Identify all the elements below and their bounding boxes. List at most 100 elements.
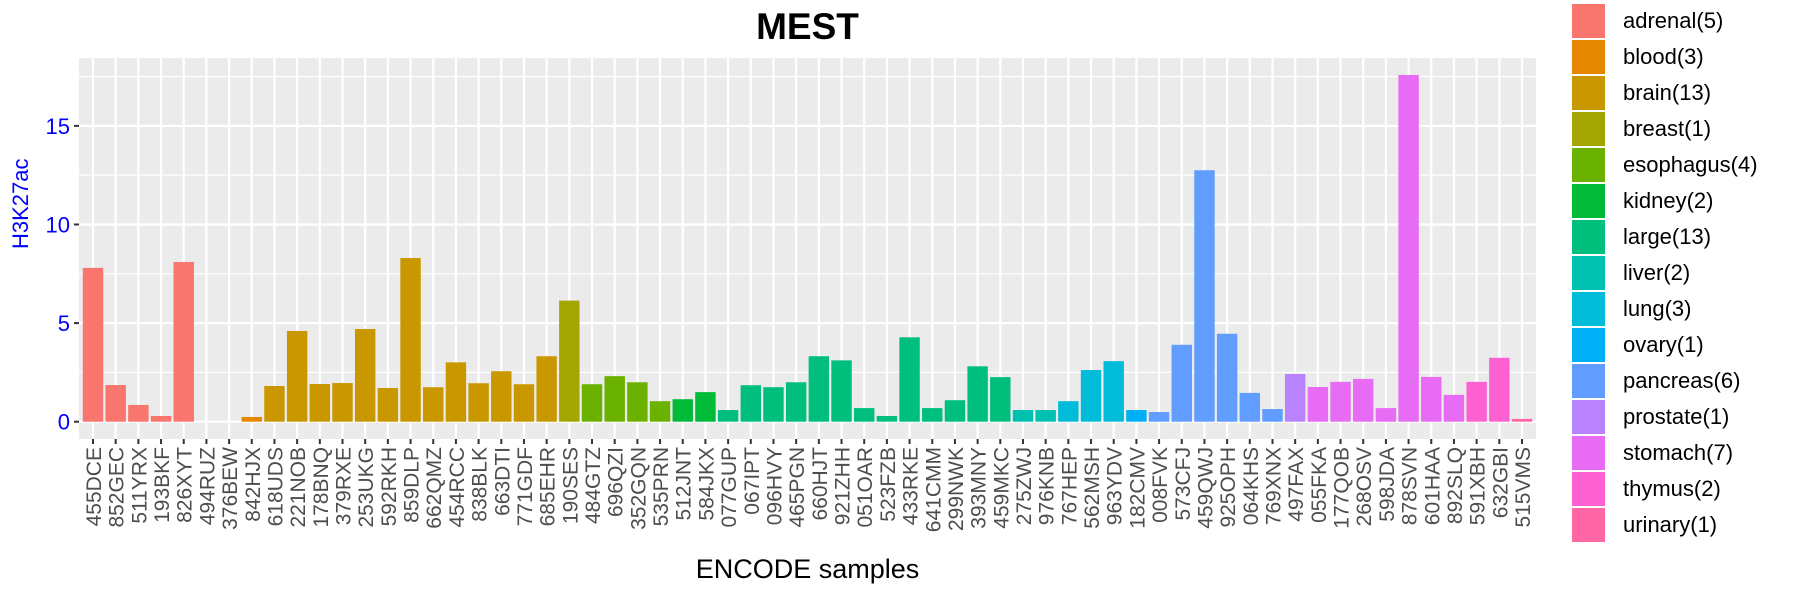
bar bbox=[400, 258, 421, 422]
x-tick-label: 892SLQ bbox=[1444, 447, 1467, 524]
legend-swatch bbox=[1572, 400, 1605, 434]
bar bbox=[128, 404, 149, 422]
x-tick-label: 393MNY bbox=[968, 447, 991, 529]
legend-item-breast: breast(1) bbox=[1572, 111, 1758, 147]
x-tick-label: 685EHR bbox=[537, 447, 560, 526]
legend-item-esophagus: esophagus(4) bbox=[1572, 147, 1758, 183]
bar bbox=[468, 383, 489, 422]
legend-label: kidney(2) bbox=[1623, 188, 1714, 213]
x-tick-label: 601HAA bbox=[1421, 447, 1444, 525]
x-tick-label: 376BEW bbox=[219, 447, 242, 530]
bar bbox=[1171, 344, 1192, 422]
bar bbox=[82, 267, 104, 422]
x-tick-label: 454RCC bbox=[446, 447, 469, 528]
legend-label: brain(13) bbox=[1623, 80, 1712, 105]
x-tick-label: 838BLK bbox=[469, 447, 492, 522]
legend-label: adrenal(5) bbox=[1623, 8, 1724, 33]
x-tick-label: 512JNT bbox=[673, 447, 696, 521]
legend-swatch bbox=[1572, 436, 1605, 470]
x-tick-label: 767HEP bbox=[1058, 447, 1081, 525]
x-tick-label: 077GUP bbox=[718, 447, 741, 528]
legend-swatch bbox=[1572, 364, 1605, 398]
y-tick-label: 15 bbox=[46, 114, 70, 139]
bar bbox=[445, 362, 467, 422]
x-tick-label: 842HJX bbox=[242, 447, 265, 522]
x-tick-label: 221NOB bbox=[287, 447, 310, 528]
legend-label: blood(3) bbox=[1623, 44, 1704, 69]
legend-label: liver(2) bbox=[1623, 260, 1691, 285]
bar bbox=[241, 416, 262, 422]
x-tick-label: 662QMZ bbox=[423, 447, 446, 529]
legend-swatch bbox=[1572, 292, 1605, 326]
bar bbox=[1398, 75, 1419, 422]
x-tick-label: 878SVN bbox=[1399, 447, 1422, 525]
bar bbox=[286, 330, 308, 422]
x-tick-label: 663DTI bbox=[491, 447, 514, 516]
y-tick-label: 10 bbox=[46, 213, 70, 238]
x-tick-label: 299NWK bbox=[945, 447, 968, 531]
x-tick-label: 067IPT bbox=[741, 447, 764, 515]
bar bbox=[377, 387, 399, 422]
legend-item-large: large(13) bbox=[1572, 219, 1758, 255]
bar bbox=[1284, 373, 1306, 422]
x-tick-label: 963YDV bbox=[1104, 447, 1127, 525]
bar bbox=[1353, 378, 1374, 422]
x-tick-label: 925OPH bbox=[1217, 447, 1240, 528]
legend-item-urinary: urinary(1) bbox=[1572, 507, 1758, 543]
legend-item-liver: liver(2) bbox=[1572, 255, 1758, 291]
y-tick-label: 5 bbox=[58, 311, 70, 336]
x-tick-label: 193BKF bbox=[151, 447, 174, 523]
x-tick-label: 511YRX bbox=[128, 447, 151, 524]
x-tick-label: 051OAR bbox=[854, 447, 877, 528]
x-tick-label: 976KNB bbox=[1036, 447, 1059, 525]
x-tick-label: 459MKC bbox=[990, 447, 1013, 529]
bar bbox=[150, 415, 172, 422]
legend-item-ovary: ovary(1) bbox=[1572, 327, 1758, 363]
x-tick-label: 008FVK bbox=[1149, 447, 1172, 523]
legend-swatch bbox=[1572, 148, 1605, 182]
bar bbox=[785, 382, 807, 422]
legend-item-prostate: prostate(1) bbox=[1572, 399, 1758, 435]
bar bbox=[876, 415, 898, 422]
bar bbox=[649, 401, 671, 422]
x-tick-label: 497FAX bbox=[1285, 447, 1308, 522]
legend-label: breast(1) bbox=[1623, 116, 1712, 141]
bar bbox=[536, 356, 557, 422]
bar bbox=[1239, 392, 1261, 422]
x-tick-label: 535PRN bbox=[650, 447, 673, 526]
bar bbox=[309, 384, 331, 422]
x-tick-label: 618UDS bbox=[264, 447, 287, 526]
x-tick-label: 921ZHH bbox=[832, 447, 855, 525]
x-tick-label: 573CFJ bbox=[1172, 447, 1195, 521]
x-tick-label: 632GBI bbox=[1489, 447, 1512, 518]
bar bbox=[105, 385, 126, 422]
bar bbox=[1058, 401, 1079, 422]
bar bbox=[808, 356, 830, 422]
bar bbox=[967, 366, 988, 422]
x-tick-label: 182CMV bbox=[1126, 447, 1149, 529]
legend: adrenal(5) blood(3) brain(13) breast(1) esop… bbox=[1572, 3, 1758, 543]
x-tick-label: 352GQN bbox=[627, 447, 650, 530]
x-tick-label: 268OSV bbox=[1353, 447, 1376, 526]
bar bbox=[899, 337, 920, 422]
bar bbox=[604, 376, 625, 422]
bar bbox=[559, 300, 580, 422]
bar bbox=[740, 385, 762, 422]
legend-item-blood: blood(3) bbox=[1572, 39, 1758, 75]
legend-item-thymus: thymus(2) bbox=[1572, 471, 1758, 507]
x-tick-label: 591XBH bbox=[1467, 447, 1490, 525]
bar bbox=[354, 329, 376, 422]
bar bbox=[264, 386, 285, 422]
x-tick-label: 459QWJ bbox=[1194, 447, 1217, 529]
legend-item-stomach: stomach(7) bbox=[1572, 435, 1758, 471]
bar bbox=[672, 399, 693, 422]
bar bbox=[763, 387, 784, 422]
legend-item-kidney: kidney(2) bbox=[1572, 183, 1758, 219]
bar bbox=[513, 384, 535, 422]
bar bbox=[853, 408, 875, 422]
y-tick-label: 0 bbox=[58, 410, 70, 435]
x-tick-label: 598JDA bbox=[1376, 447, 1399, 522]
x-tick-label: 177QOB bbox=[1331, 447, 1354, 529]
x-tick-label: 771GDF bbox=[514, 447, 537, 526]
